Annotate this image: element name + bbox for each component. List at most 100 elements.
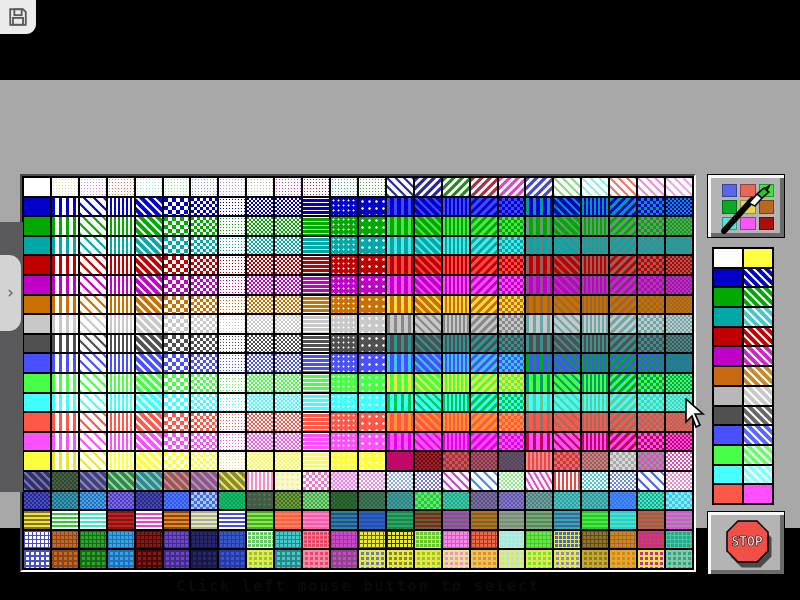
pattern-cell[interactable] [526, 354, 553, 372]
pattern-cell[interactable] [526, 550, 553, 568]
pattern-cell[interactable] [358, 452, 385, 470]
pattern-cell[interactable] [414, 432, 441, 451]
pattern-cell[interactable] [610, 236, 637, 255]
pattern-cell[interactable] [610, 334, 637, 353]
pattern-cell[interactable] [582, 374, 609, 392]
pattern-cell[interactable] [610, 491, 637, 510]
pattern-cell[interactable] [303, 217, 330, 235]
pattern-cell[interactable] [331, 452, 357, 470]
pattern-cell[interactable] [554, 315, 581, 333]
pattern-cell[interactable] [135, 550, 162, 568]
pattern-cell[interactable] [638, 197, 665, 216]
color-swatch-hatched[interactable] [744, 268, 772, 287]
pattern-cell[interactable] [79, 197, 106, 216]
pattern-cell[interactable] [135, 511, 162, 529]
pattern-cell[interactable] [582, 472, 609, 490]
pattern-cell[interactable] [610, 256, 637, 274]
pattern-cell[interactable] [247, 511, 274, 529]
pattern-cell[interactable] [526, 315, 553, 333]
pattern-cell[interactable] [331, 295, 357, 314]
pattern-cell[interactable] [191, 256, 218, 274]
pattern-cell[interactable] [386, 334, 413, 353]
pattern-cell[interactable] [526, 432, 553, 451]
pattern-cell[interactable] [554, 197, 581, 216]
pattern-cell[interactable] [470, 354, 497, 372]
pattern-cell[interactable] [414, 472, 441, 490]
pattern-cell[interactable] [219, 354, 246, 372]
pattern-cell[interactable] [219, 197, 246, 216]
pattern-cell[interactable] [79, 276, 106, 294]
pattern-cell[interactable] [414, 217, 441, 235]
pattern-cell[interactable] [386, 236, 413, 255]
pattern-cell[interactable] [24, 550, 50, 568]
pattern-cell[interactable] [303, 334, 330, 353]
pattern-cell[interactable] [414, 491, 441, 510]
pattern-cell[interactable] [442, 491, 469, 510]
pattern-cell[interactable] [498, 315, 525, 333]
color-swatch-solid[interactable] [714, 485, 742, 503]
pattern-cell[interactable] [610, 217, 637, 235]
pattern-cell[interactable] [275, 472, 302, 490]
pattern-cell[interactable] [358, 374, 385, 392]
pattern-cell[interactable] [470, 256, 497, 274]
pattern-cell[interactable] [247, 354, 274, 372]
pattern-cell[interactable] [107, 315, 134, 333]
pattern-cell[interactable] [191, 236, 218, 255]
pattern-cell[interactable] [219, 295, 246, 314]
pattern-cell[interactable] [79, 236, 106, 255]
pattern-cell[interactable] [303, 197, 330, 216]
pattern-cell[interactable] [107, 256, 134, 274]
pattern-cell[interactable] [386, 315, 413, 333]
pattern-cell[interactable] [610, 413, 637, 431]
pattern-cell[interactable] [135, 197, 162, 216]
pattern-cell[interactable] [470, 197, 497, 216]
pattern-cell[interactable] [107, 491, 134, 510]
pattern-cell[interactable] [51, 452, 78, 470]
pattern-cell[interactable] [498, 256, 525, 274]
pattern-cell[interactable] [303, 374, 330, 392]
pattern-cell[interactable] [79, 472, 106, 490]
pattern-cell[interactable] [666, 511, 692, 529]
pattern-cell[interactable] [414, 236, 441, 255]
pattern-cell[interactable] [107, 197, 134, 216]
pattern-cell[interactable] [386, 178, 413, 196]
pattern-cell[interactable] [163, 256, 190, 274]
pattern-cell[interactable] [358, 413, 385, 431]
pattern-cell[interactable] [247, 178, 274, 196]
pattern-cell[interactable] [191, 413, 218, 431]
pattern-cell[interactable] [554, 393, 581, 412]
pattern-cell[interactable] [582, 295, 609, 314]
pattern-cell[interactable] [163, 511, 190, 529]
pattern-cell[interactable] [582, 236, 609, 255]
pattern-cell[interactable] [163, 413, 190, 431]
pattern-cell[interactable] [135, 393, 162, 412]
color-swatch-hatched[interactable] [744, 367, 772, 385]
pattern-cell[interactable] [414, 530, 441, 549]
pattern-cell[interactable] [303, 491, 330, 510]
pattern-cell[interactable] [358, 315, 385, 333]
pattern-cell[interactable] [219, 393, 246, 412]
pattern-cell[interactable] [470, 236, 497, 255]
pattern-cell[interactable] [666, 295, 692, 314]
pattern-cell[interactable] [24, 530, 50, 549]
pattern-cell[interactable] [303, 256, 330, 274]
pattern-cell[interactable] [442, 315, 469, 333]
pattern-cell[interactable] [386, 276, 413, 294]
pattern-cell[interactable] [331, 393, 357, 412]
pattern-cell[interactable] [107, 550, 134, 568]
pattern-cell[interactable] [275, 236, 302, 255]
pattern-cell[interactable] [79, 354, 106, 372]
pattern-cell[interactable] [414, 354, 441, 372]
pattern-cell[interactable] [638, 472, 665, 490]
pattern-cell[interactable] [135, 236, 162, 255]
pattern-cell[interactable] [79, 530, 106, 549]
pattern-cell[interactable] [51, 256, 78, 274]
pattern-cell[interactable] [303, 295, 330, 314]
pattern-cell[interactable] [386, 530, 413, 549]
pattern-cell[interactable] [191, 374, 218, 392]
pattern-cell[interactable] [498, 530, 525, 549]
pattern-cell[interactable] [470, 217, 497, 235]
pattern-cell[interactable] [163, 236, 190, 255]
pattern-cell[interactable] [331, 276, 357, 294]
pattern-cell[interactable] [79, 334, 106, 353]
